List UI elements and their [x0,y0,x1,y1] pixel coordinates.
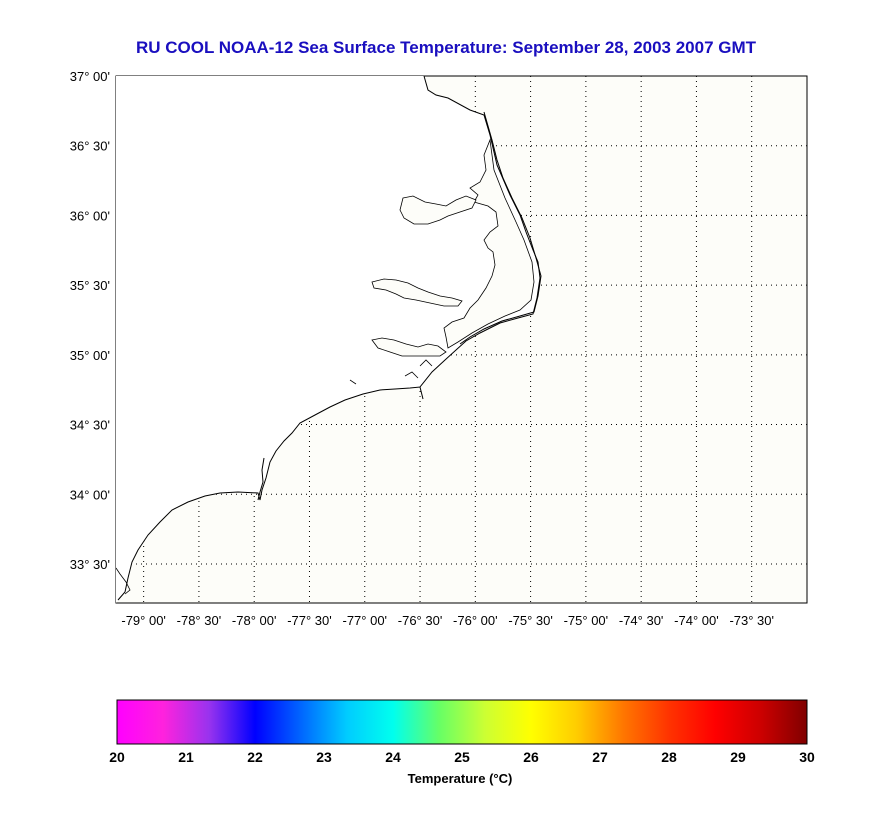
lon-tick-label: -77° 30' [287,613,332,628]
lat-tick-label: 33° 30' [70,557,110,572]
colorbar-tick-label: 27 [592,749,608,765]
colorbar-tick-label: 24 [385,749,401,765]
lon-tick-label: -77° 00' [342,613,387,628]
lat-tick-label: 34° 30' [70,418,110,433]
lon-tick-label: -76° 00' [453,613,498,628]
colorbar-tick-label: 29 [730,749,746,765]
colorbar-tick-label: 30 [799,749,815,765]
colorbar-tick-label: 26 [523,749,539,765]
colorbar-tick-label: 28 [661,749,677,765]
pamlico-river [371,278,463,307]
outer-banks [459,111,542,345]
lat-tick-label: 36° 00' [70,208,110,223]
colorbar-tick-label: 25 [454,749,470,765]
lon-tick-label: -75° 00' [564,613,609,628]
coast-detail [115,359,433,595]
colorbar-tick-label: 22 [247,749,263,765]
lon-tick-label: -76° 30' [398,613,443,628]
lon-tick-label: -73° 30' [729,613,774,628]
lat-tick-label: 35° 00' [70,348,110,363]
lat-tick-label: 34° 00' [70,487,110,502]
lon-tick-label: -78° 30' [177,613,222,628]
figure-title: RU COOL NOAA-12 Sea Surface Temperature:… [135,38,757,57]
neuse-river [371,337,447,357]
colorbar-tick-label: 20 [109,749,125,765]
colorbar-ticks: 20 21 22 23 24 25 26 27 28 29 30 [109,749,815,765]
latitude-labels: 37° 00' 36° 30' 36° 00' 35° 30' 35° 00' 34° 3… [70,69,110,572]
lon-tick-label: -75° 30' [508,613,553,628]
colorbar-tick-label: 21 [178,749,194,765]
colorbar-title: Temperature (°C) [408,771,513,786]
cape-fear-river [257,457,265,501]
lon-tick-label: -74° 30' [619,613,664,628]
lat-tick-label: 36° 30' [70,139,110,154]
lat-tick-label: 35° 30' [70,278,110,293]
lon-tick-label: -74° 00' [674,613,719,628]
albemarle-sound [399,195,477,225]
lat-tick-label: 37° 00' [70,69,110,84]
colorbar [116,699,808,745]
lon-tick-label: -79° 00' [121,613,166,628]
longitude-labels: -79° 00' -78° 30' -78° 00' -77° 30' -77° 00'… [121,613,774,628]
lon-tick-label: -78° 00' [232,613,277,628]
colorbar-tick-label: 23 [316,749,332,765]
